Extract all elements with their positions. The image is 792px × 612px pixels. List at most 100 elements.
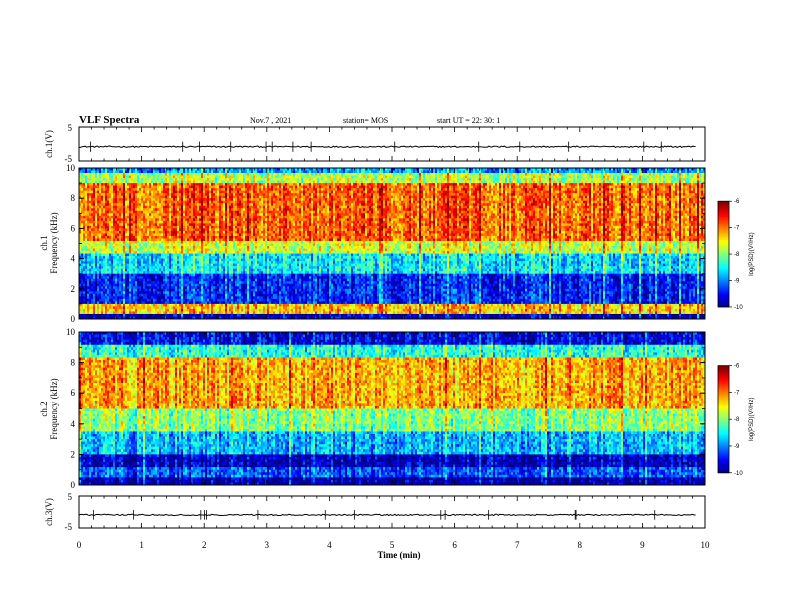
spectrogram-cell [227,188,229,191]
spectrogram-cell [601,178,603,181]
spectrogram-cell [439,198,441,201]
spectrogram-cell [371,198,373,201]
spectrogram-cell [373,188,375,191]
spectrogram-cell [285,176,287,179]
spectrogram-cell [133,178,135,181]
spectrogram-cell [107,178,109,181]
spectrogram-cell [653,203,655,206]
spectrogram-cell [469,191,471,194]
spectrogram-cell [479,191,481,194]
spectrogram-cell [137,173,139,176]
spectrogram-cell [323,181,325,184]
spectrogram-cell [569,188,571,191]
spectrogram-cell [229,181,231,184]
spectrogram-cell [135,188,137,191]
spectrogram-cell [595,196,597,199]
spectrogram-cell [655,196,657,199]
spectrogram-cell [185,181,187,184]
spectrogram-cell [213,188,215,191]
spectrogram-cell [215,178,217,181]
spectrogram-cell [405,183,407,186]
spectrogram-cell [427,191,429,194]
spectrogram-cell [681,176,683,179]
spectrogram-cell [669,198,671,201]
spectrogram-cell [665,176,667,179]
spectrogram-cell [311,201,313,204]
spectrogram-cell [143,181,145,184]
spectrogram-cell [109,176,111,179]
spectrogram-cell [663,191,665,194]
spectrogram-cell [519,201,521,204]
spectrogram-cell [355,206,357,209]
spectrogram-cell [85,188,87,191]
spectrogram-cell [355,203,357,206]
spectrogram-cell [269,203,271,206]
spectrogram-cell [663,171,665,174]
spectrogram-cell [275,171,277,174]
spectrogram-cell [409,178,411,181]
spectrogram-cell [123,176,125,179]
spectrogram-cell [573,203,575,206]
spectrogram-cell [305,176,307,179]
spectrogram-cell [427,181,429,184]
spectrogram-cell [389,181,391,184]
spectrogram-cell [445,176,447,179]
spectrogram-cell [285,186,287,189]
spectrogram-cell [295,171,297,174]
spectrogram-cell [637,181,639,184]
spectrogram-cell [271,178,273,181]
spectrogram-cell [611,196,613,199]
spectrogram-cell [495,198,497,201]
spectrogram-cell [293,198,295,201]
spectrogram-cell [113,206,115,209]
spectrogram-cell [101,203,103,206]
spectrogram-cell [671,176,673,179]
spectrogram-cell [197,191,199,194]
spectrogram-cell [187,176,189,179]
spectrogram-cell [651,173,653,176]
spectrogram-cell [235,198,237,201]
spectrogram-cell [217,206,219,209]
spectrogram-cell [395,188,397,191]
spectrogram-cell [449,188,451,191]
spectrogram-cell [281,176,283,179]
spectrogram-cell [637,183,639,186]
spectrogram-cell [269,188,271,191]
spectrogram-cell [97,188,99,191]
spectrogram-cell [87,183,89,186]
spectrogram-cell [173,181,175,184]
spectrogram-cell [201,176,203,179]
spectrogram-cell [331,183,333,186]
spectrogram-cell [669,191,671,194]
spectrogram-cell [399,201,401,204]
spectrogram-cell [367,178,369,181]
spectrogram-cell [583,181,585,184]
spectrogram-cell [605,181,607,184]
spectrogram-cell [119,173,121,176]
spectrogram-cell [255,203,257,206]
spectrogram-cell [697,173,699,176]
spectrogram-cell [509,196,511,199]
spectrogram-cell [379,193,381,196]
spectrogram-cell [473,191,475,194]
spectrogram-cell [305,181,307,184]
spectrogram-cell [693,176,695,179]
spectrogram-cell [91,203,93,206]
spectrogram-cell [687,196,689,199]
spectrogram-cell [87,178,89,181]
spectrogram-cell [627,201,629,204]
spectrogram-cell [225,191,227,194]
spectrogram-cell [631,171,633,174]
spectrogram-cell [347,206,349,209]
spectrogram-cell [379,183,381,186]
spectrogram-cell [545,196,547,199]
spectrogram-cell [671,181,673,184]
spectrogram-cell [601,193,603,196]
spectrogram-cell [667,203,669,206]
spectrogram-cell [259,171,261,174]
spectrogram-cell [81,193,83,196]
spectrogram-cell [475,193,477,196]
spectrogram-cell [217,186,219,189]
spectrogram-cell [679,186,681,189]
spectrogram-cell [171,186,173,189]
